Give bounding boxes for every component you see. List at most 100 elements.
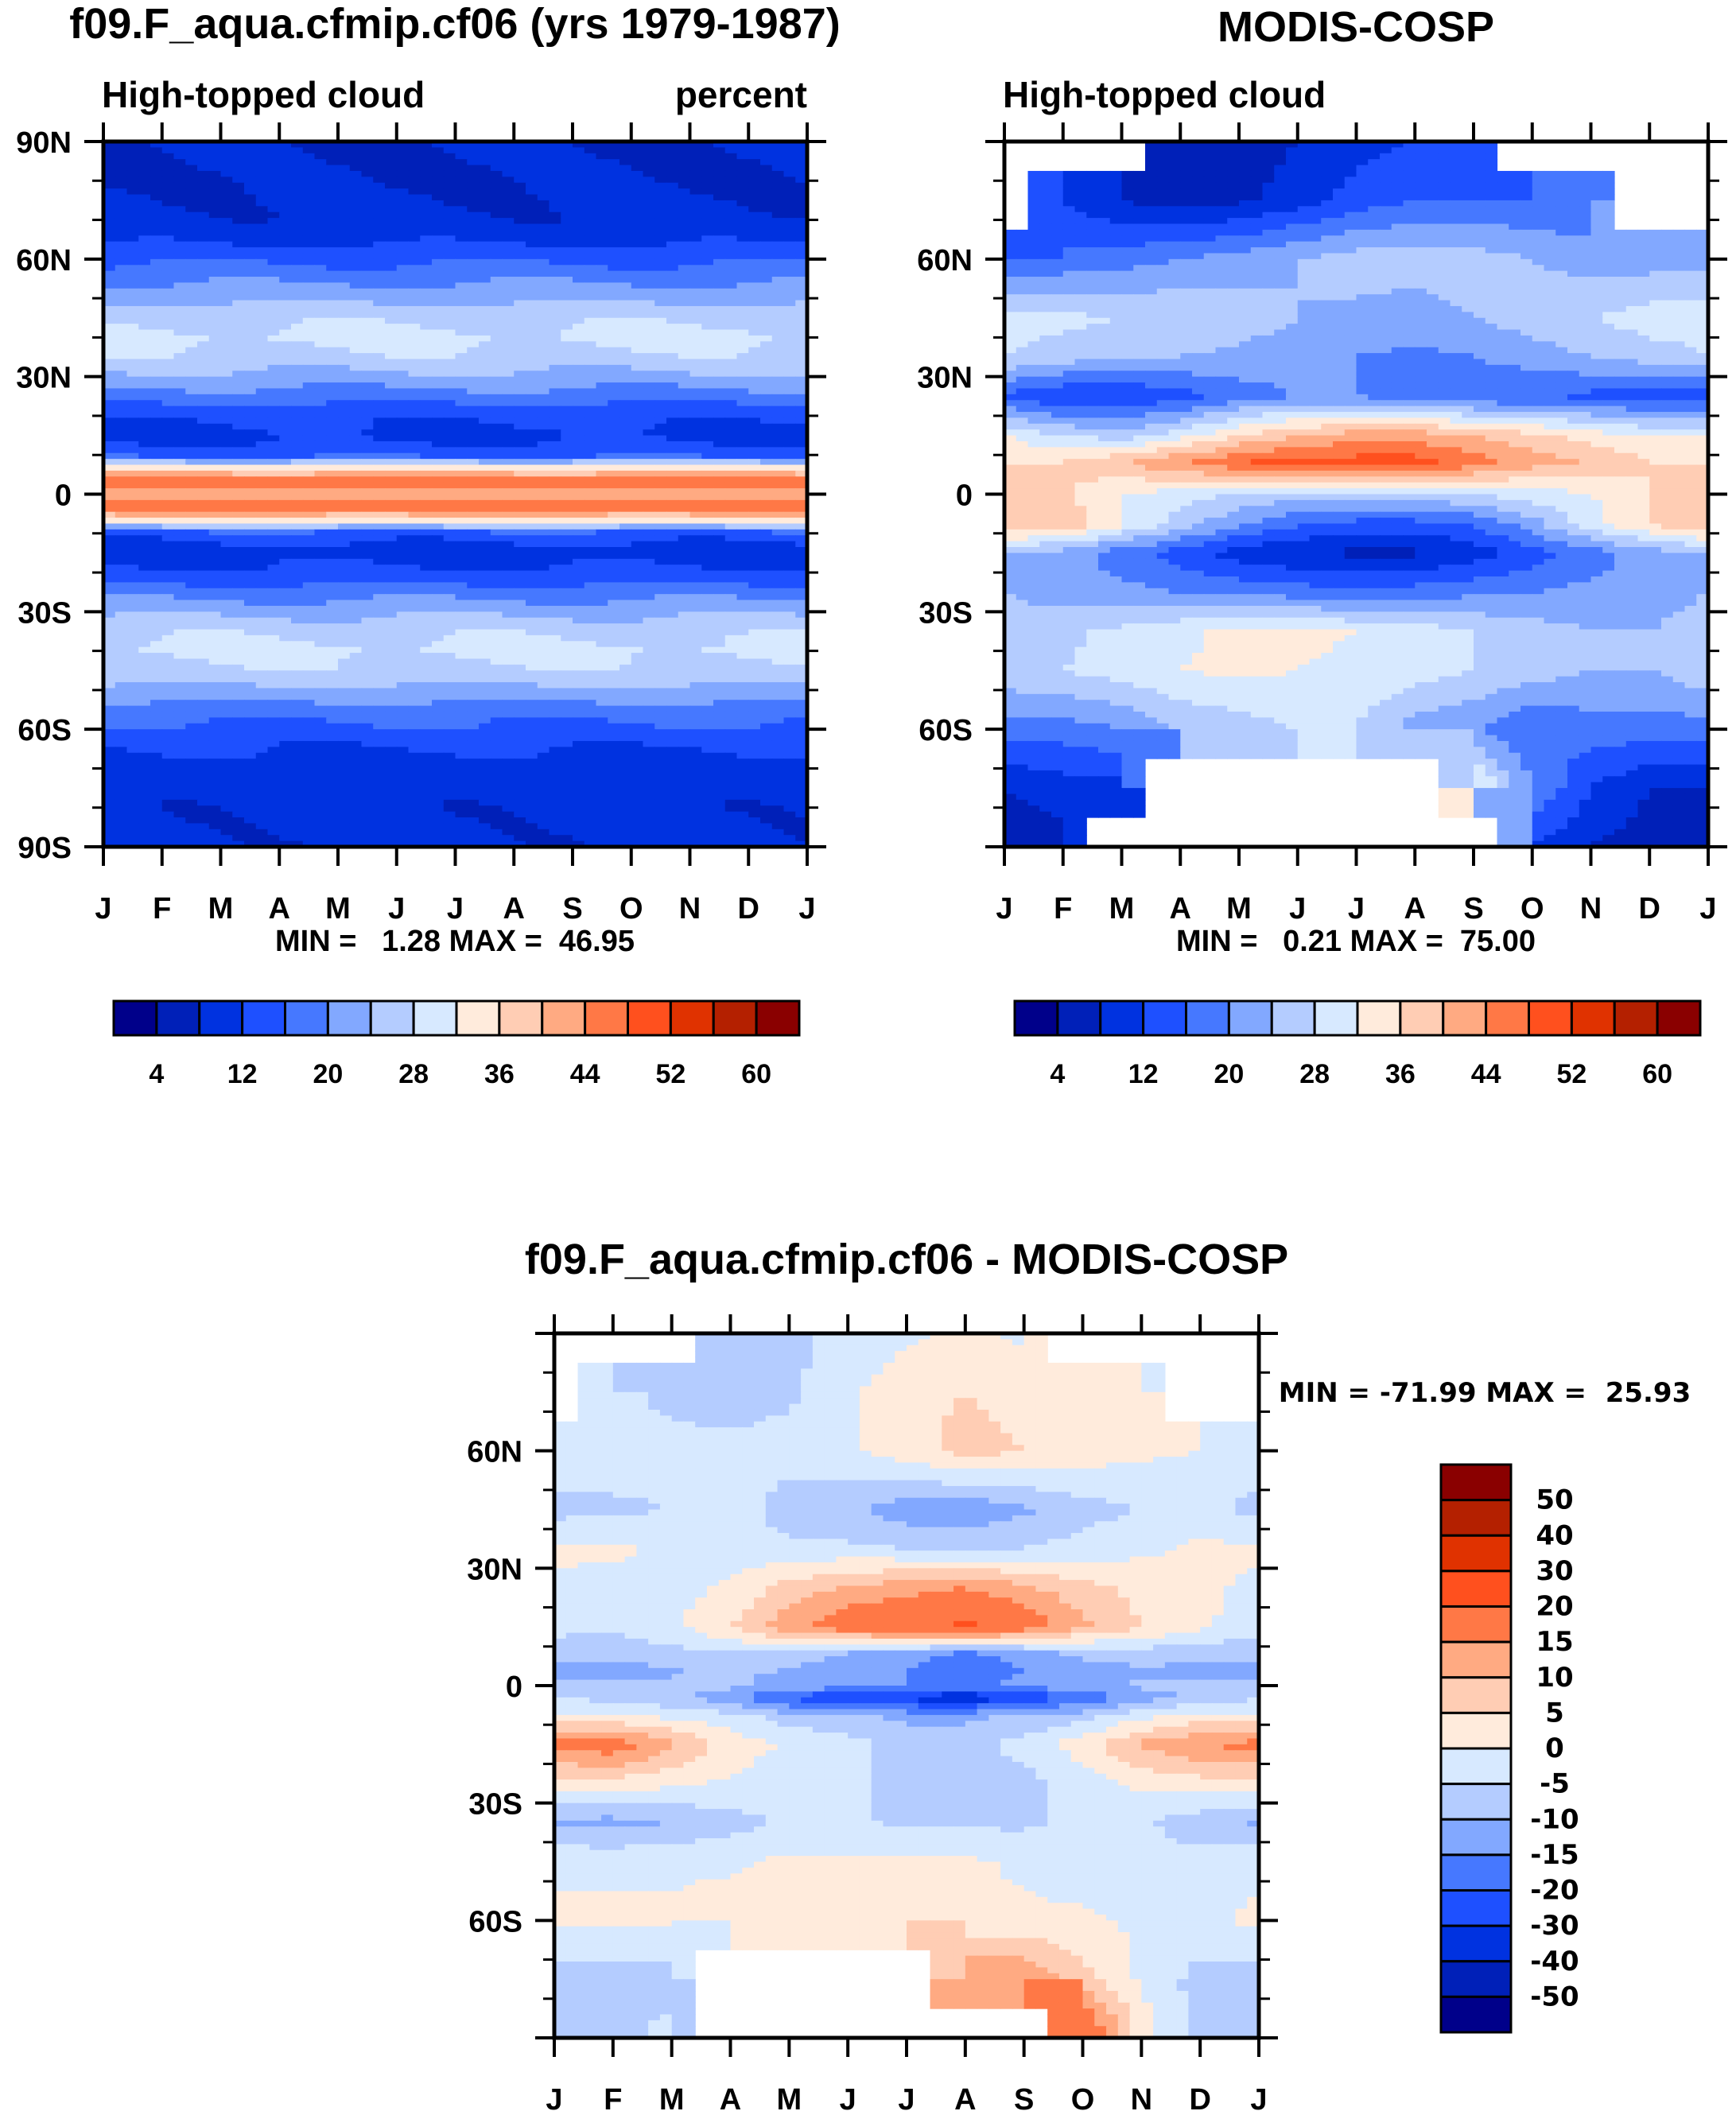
- contour-cell: [232, 159, 245, 166]
- contour-cell: [420, 147, 433, 154]
- contour-cell: [537, 447, 550, 454]
- contour-cell: [220, 247, 233, 254]
- contour-cell: [736, 347, 749, 354]
- contour-cell: [408, 594, 421, 601]
- contour-cell: [549, 565, 561, 572]
- contour-cell: [420, 511, 433, 518]
- contour-cell: [220, 499, 233, 506]
- contour-cell: [173, 388, 186, 395]
- contour-cell: [232, 317, 245, 324]
- contour-cell: [150, 170, 163, 177]
- contour-cell: [420, 529, 433, 536]
- contour-cell: [701, 435, 714, 442]
- contour-cell: [596, 241, 608, 248]
- contour-cell: [197, 341, 210, 348]
- contour-cell: [455, 188, 468, 196]
- contour-cell: [654, 547, 667, 554]
- contour-cell: [608, 329, 620, 336]
- contour-cell: [724, 582, 738, 589]
- contour-cell: [455, 335, 468, 342]
- contour-cell: [291, 376, 304, 383]
- contour-cell: [736, 429, 749, 437]
- contour-cell: [126, 241, 139, 248]
- contour-cell: [432, 576, 445, 583]
- contour-cell: [502, 452, 515, 460]
- contour-cell: [326, 576, 339, 583]
- contour-cell: [267, 288, 280, 295]
- contour-cell: [584, 523, 597, 530]
- contour-cell: [795, 417, 808, 425]
- contour-cell: [573, 511, 585, 518]
- contour-cell: [291, 270, 304, 277]
- contour-cell: [608, 553, 620, 560]
- contour-cell: [373, 229, 386, 236]
- contour-cell: [396, 353, 410, 360]
- contour-cell: [596, 288, 608, 295]
- contour-cell: [420, 359, 433, 366]
- contour-cell: [654, 324, 667, 331]
- contour-cell: [443, 600, 456, 607]
- contour-cell: [455, 359, 468, 366]
- contour-cell: [760, 165, 773, 172]
- contour-cell: [479, 353, 491, 360]
- contour-cell: [654, 359, 667, 366]
- contour-cell: [689, 576, 702, 583]
- contour-cell: [502, 617, 515, 624]
- contour-cell: [608, 464, 620, 471]
- contour-cell: [302, 324, 316, 331]
- contour-cell: [349, 241, 363, 248]
- contour-cell: [396, 382, 410, 390]
- contour-cell: [338, 394, 351, 401]
- contour-cell: [197, 464, 210, 471]
- contour-cell: [314, 341, 327, 348]
- contour-cell: [408, 258, 421, 266]
- contour-cell: [619, 406, 632, 413]
- contour-cell: [514, 582, 526, 589]
- contour-cell: [291, 406, 304, 413]
- contour-cell: [408, 282, 421, 289]
- contour-cell: [608, 335, 620, 342]
- contour-cell: [103, 476, 116, 483]
- contour-cell: [349, 488, 363, 495]
- contour-cell: [573, 452, 585, 460]
- contour-cell: [514, 200, 526, 207]
- contour-cell: [490, 182, 503, 189]
- contour-cell: [631, 535, 644, 542]
- contour-cell: [678, 353, 691, 360]
- contour-cell: [244, 305, 257, 312]
- contour-cell: [490, 294, 503, 301]
- contour-cell: [584, 388, 597, 395]
- contour-cell: [771, 576, 785, 583]
- contour-cell: [596, 488, 608, 495]
- contour-cell: [724, 412, 738, 419]
- contour-cell: [408, 218, 421, 225]
- contour-cell: [361, 499, 374, 506]
- contour-cell: [432, 258, 445, 266]
- contour-cell: [432, 518, 445, 525]
- contour-cell: [502, 588, 515, 595]
- contour-cell: [771, 588, 785, 595]
- contour-cell: [161, 211, 175, 219]
- contour-cell: [138, 223, 151, 231]
- contour-cell: [420, 376, 433, 383]
- contour-cell: [654, 435, 667, 442]
- contour-cell: [338, 258, 351, 266]
- contour-cell: [736, 541, 749, 548]
- contour-cell: [385, 406, 398, 413]
- contour-cell: [795, 529, 808, 536]
- contour-cell: [326, 570, 339, 577]
- contour-cell: [326, 235, 339, 243]
- contour-cell: [783, 565, 796, 572]
- contour-cell: [608, 223, 620, 231]
- contour-cell: [596, 335, 608, 342]
- contour-cell: [173, 570, 186, 577]
- contour-cell: [432, 282, 445, 289]
- contour-cell: [596, 200, 608, 207]
- contour-cell: [502, 600, 515, 607]
- contour-cell: [291, 482, 304, 489]
- contour-cell: [314, 499, 327, 506]
- contour-cell: [608, 535, 620, 542]
- contour-cell: [502, 388, 515, 395]
- contour-cell: [502, 329, 515, 336]
- contour-cell: [771, 412, 785, 419]
